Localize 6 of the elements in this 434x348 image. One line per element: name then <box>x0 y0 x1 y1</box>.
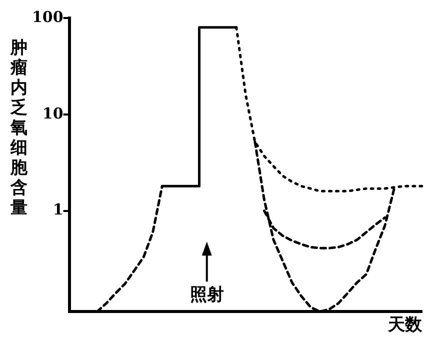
y-tick-label: 1 <box>52 200 64 219</box>
text: 肿瘤内乏氧细胞含量 <box>10 38 28 218</box>
annotation: 照射 <box>190 285 224 306</box>
y-tick-label: 100 <box>32 8 64 26</box>
y-tick-label: 10 <box>42 104 64 122</box>
x-axis-title: 天数 <box>387 315 423 336</box>
